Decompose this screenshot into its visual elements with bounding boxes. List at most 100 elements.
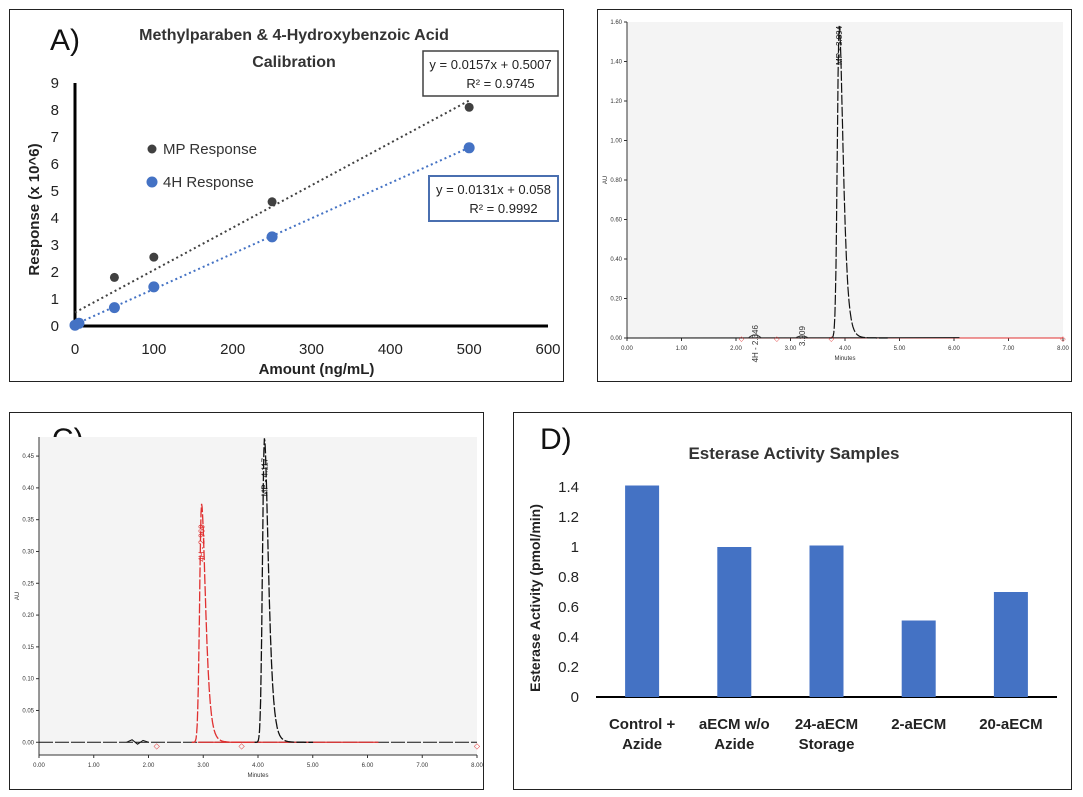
y-tick-label: 0.60 — [610, 218, 622, 224]
category-label: aECM w/o — [699, 716, 770, 733]
chart-title-line1: Methylparaben & 4-Hydroxybenzoic Acid — [139, 27, 449, 44]
panel-a-label: A) — [50, 24, 80, 57]
y-tick-label: 1.40 — [610, 60, 622, 66]
x-tick-label: 300 — [299, 341, 324, 358]
integration-marker: ◇ — [1060, 336, 1066, 343]
data-point — [149, 252, 159, 262]
category-label: 24-aECM — [795, 716, 858, 733]
y-axis-label: Esterase Activity (pmol/min) — [527, 504, 543, 692]
plot-area — [627, 22, 1063, 338]
y-tick-label: 0.80 — [610, 178, 622, 184]
legend-marker-0 — [147, 144, 157, 154]
y-tick-label: 0.40 — [610, 257, 622, 263]
mp-peak-trace — [829, 25, 888, 339]
x-axis-label: Minutes — [247, 773, 268, 779]
x-axis-label: Amount (ng/mL) — [259, 361, 375, 378]
y-tick-label: 0.15 — [22, 645, 34, 651]
y-tick-label: 1.00 — [610, 139, 622, 145]
peak-label: 3.209 — [798, 325, 807, 346]
y-tick-label: 0.40 — [22, 486, 34, 492]
y-tick-label: 1.60 — [610, 20, 622, 26]
x-tick-label: 5.00 — [894, 346, 906, 352]
y-axis-label: AU — [603, 176, 609, 184]
x-tick-label: 7.00 — [416, 763, 428, 769]
bar — [717, 547, 752, 697]
bar — [993, 592, 1028, 697]
data-point — [148, 281, 160, 293]
plot-area — [39, 437, 477, 755]
x-axis-label: Minutes — [834, 356, 855, 362]
esterase-bar-plot: Esterase Activity Samples 0 0.2 0.4 0.6 0.8 1 1… — [527, 444, 1057, 753]
integration-marker: ◇ — [829, 336, 835, 343]
x-tick-label: 0 — [71, 341, 79, 358]
panel-d-esterase-chart: D) Esterase Activity Samples 0 0.2 0.4 0.6 0.… — [513, 412, 1072, 790]
y-axis-label: Response (x 10^6) — [26, 143, 43, 275]
y-tick-label: 0.8 — [558, 569, 579, 586]
panel-a-calibration-chart: A) Methylparaben & 4-Hydroxybenzoic Acid… — [9, 9, 564, 382]
panel-c-chromatogram: C) 0.001.002.003.004.005.006.007.008.000… — [9, 412, 484, 790]
y-tick-label: 0.20 — [22, 613, 34, 619]
trendline-0 — [74, 99, 470, 314]
y-tick-label: 0.20 — [610, 297, 622, 303]
y-tick-label: 1.4 — [558, 479, 579, 496]
category-label: 2-aECM — [891, 716, 946, 733]
x-tick-label: 4.00 — [839, 346, 851, 352]
legend-marker-1 — [146, 176, 158, 188]
integration-marker: ◇ — [238, 741, 245, 750]
y-tick-label: 0.4 — [558, 629, 579, 646]
data-point — [464, 102, 474, 112]
bar — [625, 485, 660, 697]
legend-label-1: 4H Response — [163, 174, 254, 191]
x-tick-label: 7.00 — [1003, 346, 1015, 352]
noise-trace — [126, 739, 149, 745]
y-tick-label: 0.35 — [22, 518, 34, 524]
bar — [809, 545, 844, 697]
x-tick-label: 200 — [220, 341, 245, 358]
chart-title: Esterase Activity Samples — [688, 444, 899, 463]
category-label: Storage — [799, 736, 855, 753]
category-label: Azide — [714, 736, 754, 753]
chart-title-line2: Calibration — [252, 54, 336, 71]
y-tick-label: 3 — [51, 237, 59, 254]
integration-marker: ◇ — [154, 741, 161, 750]
x-tick-label: 8.00 — [1057, 346, 1069, 352]
y-tick-label: 4 — [51, 210, 59, 227]
x-tick-label: 8.00 — [471, 763, 483, 769]
y-tick-label: 0.6 — [558, 599, 579, 616]
peak-label: MP - 4.117 — [260, 457, 269, 496]
y-tick-label: 0.05 — [22, 708, 34, 714]
category-label: Azide — [622, 736, 662, 753]
calibration-plot: Methylparaben & 4-Hydroxybenzoic Acid Cal… — [26, 27, 561, 378]
chromatogram-b-plot: 0.00 1.00 2.00 3.00 4.00 5.00 6.00 7.00 8.00 0.00… — [603, 20, 1069, 362]
panel-b-chromatogram: B) 0.001.002.003.004.005.006.007.008.000… — [597, 9, 1072, 382]
x-tick-label: 600 — [535, 341, 560, 358]
peak-label: MP - 3.894 — [835, 25, 844, 65]
x-tick-label: 6.00 — [362, 763, 374, 769]
y-tick-label: 0.10 — [22, 677, 34, 683]
data-point — [109, 272, 119, 282]
y-tick-label: 0 — [571, 689, 579, 706]
4h-peak-trace — [191, 503, 251, 743]
trendline-equation-0: y = 0.0157x + 0.5007 — [429, 57, 551, 72]
trendline-equation-1: y = 0.0131x + 0.058 — [436, 182, 551, 197]
trendline-r2-0: R² = 0.9745 — [466, 76, 534, 91]
integration-marker: ◇ — [739, 336, 745, 343]
x-tick-label: 100 — [141, 341, 166, 358]
y-tick-label: 6 — [51, 156, 59, 173]
x-tick-label: 3.00 — [197, 763, 209, 769]
x-tick-label: 0.00 — [621, 346, 633, 352]
x-tick-label: 1.00 — [676, 346, 688, 352]
data-point — [108, 302, 120, 314]
data-point — [266, 231, 278, 243]
category-label: Control + — [609, 716, 675, 733]
bar — [901, 620, 936, 697]
y-tick-label: 7 — [51, 129, 59, 146]
trendline-equation-box-1 — [428, 175, 559, 222]
y-axis-label: AU — [15, 592, 21, 600]
data-point — [463, 142, 475, 154]
mp-peak-trace — [254, 438, 314, 743]
y-tick-label: 2 — [51, 264, 59, 281]
x-tick-label: 0.00 — [33, 763, 45, 769]
y-tick-label: 1.2 — [558, 509, 579, 526]
y-tick-label: 0.2 — [558, 659, 579, 676]
